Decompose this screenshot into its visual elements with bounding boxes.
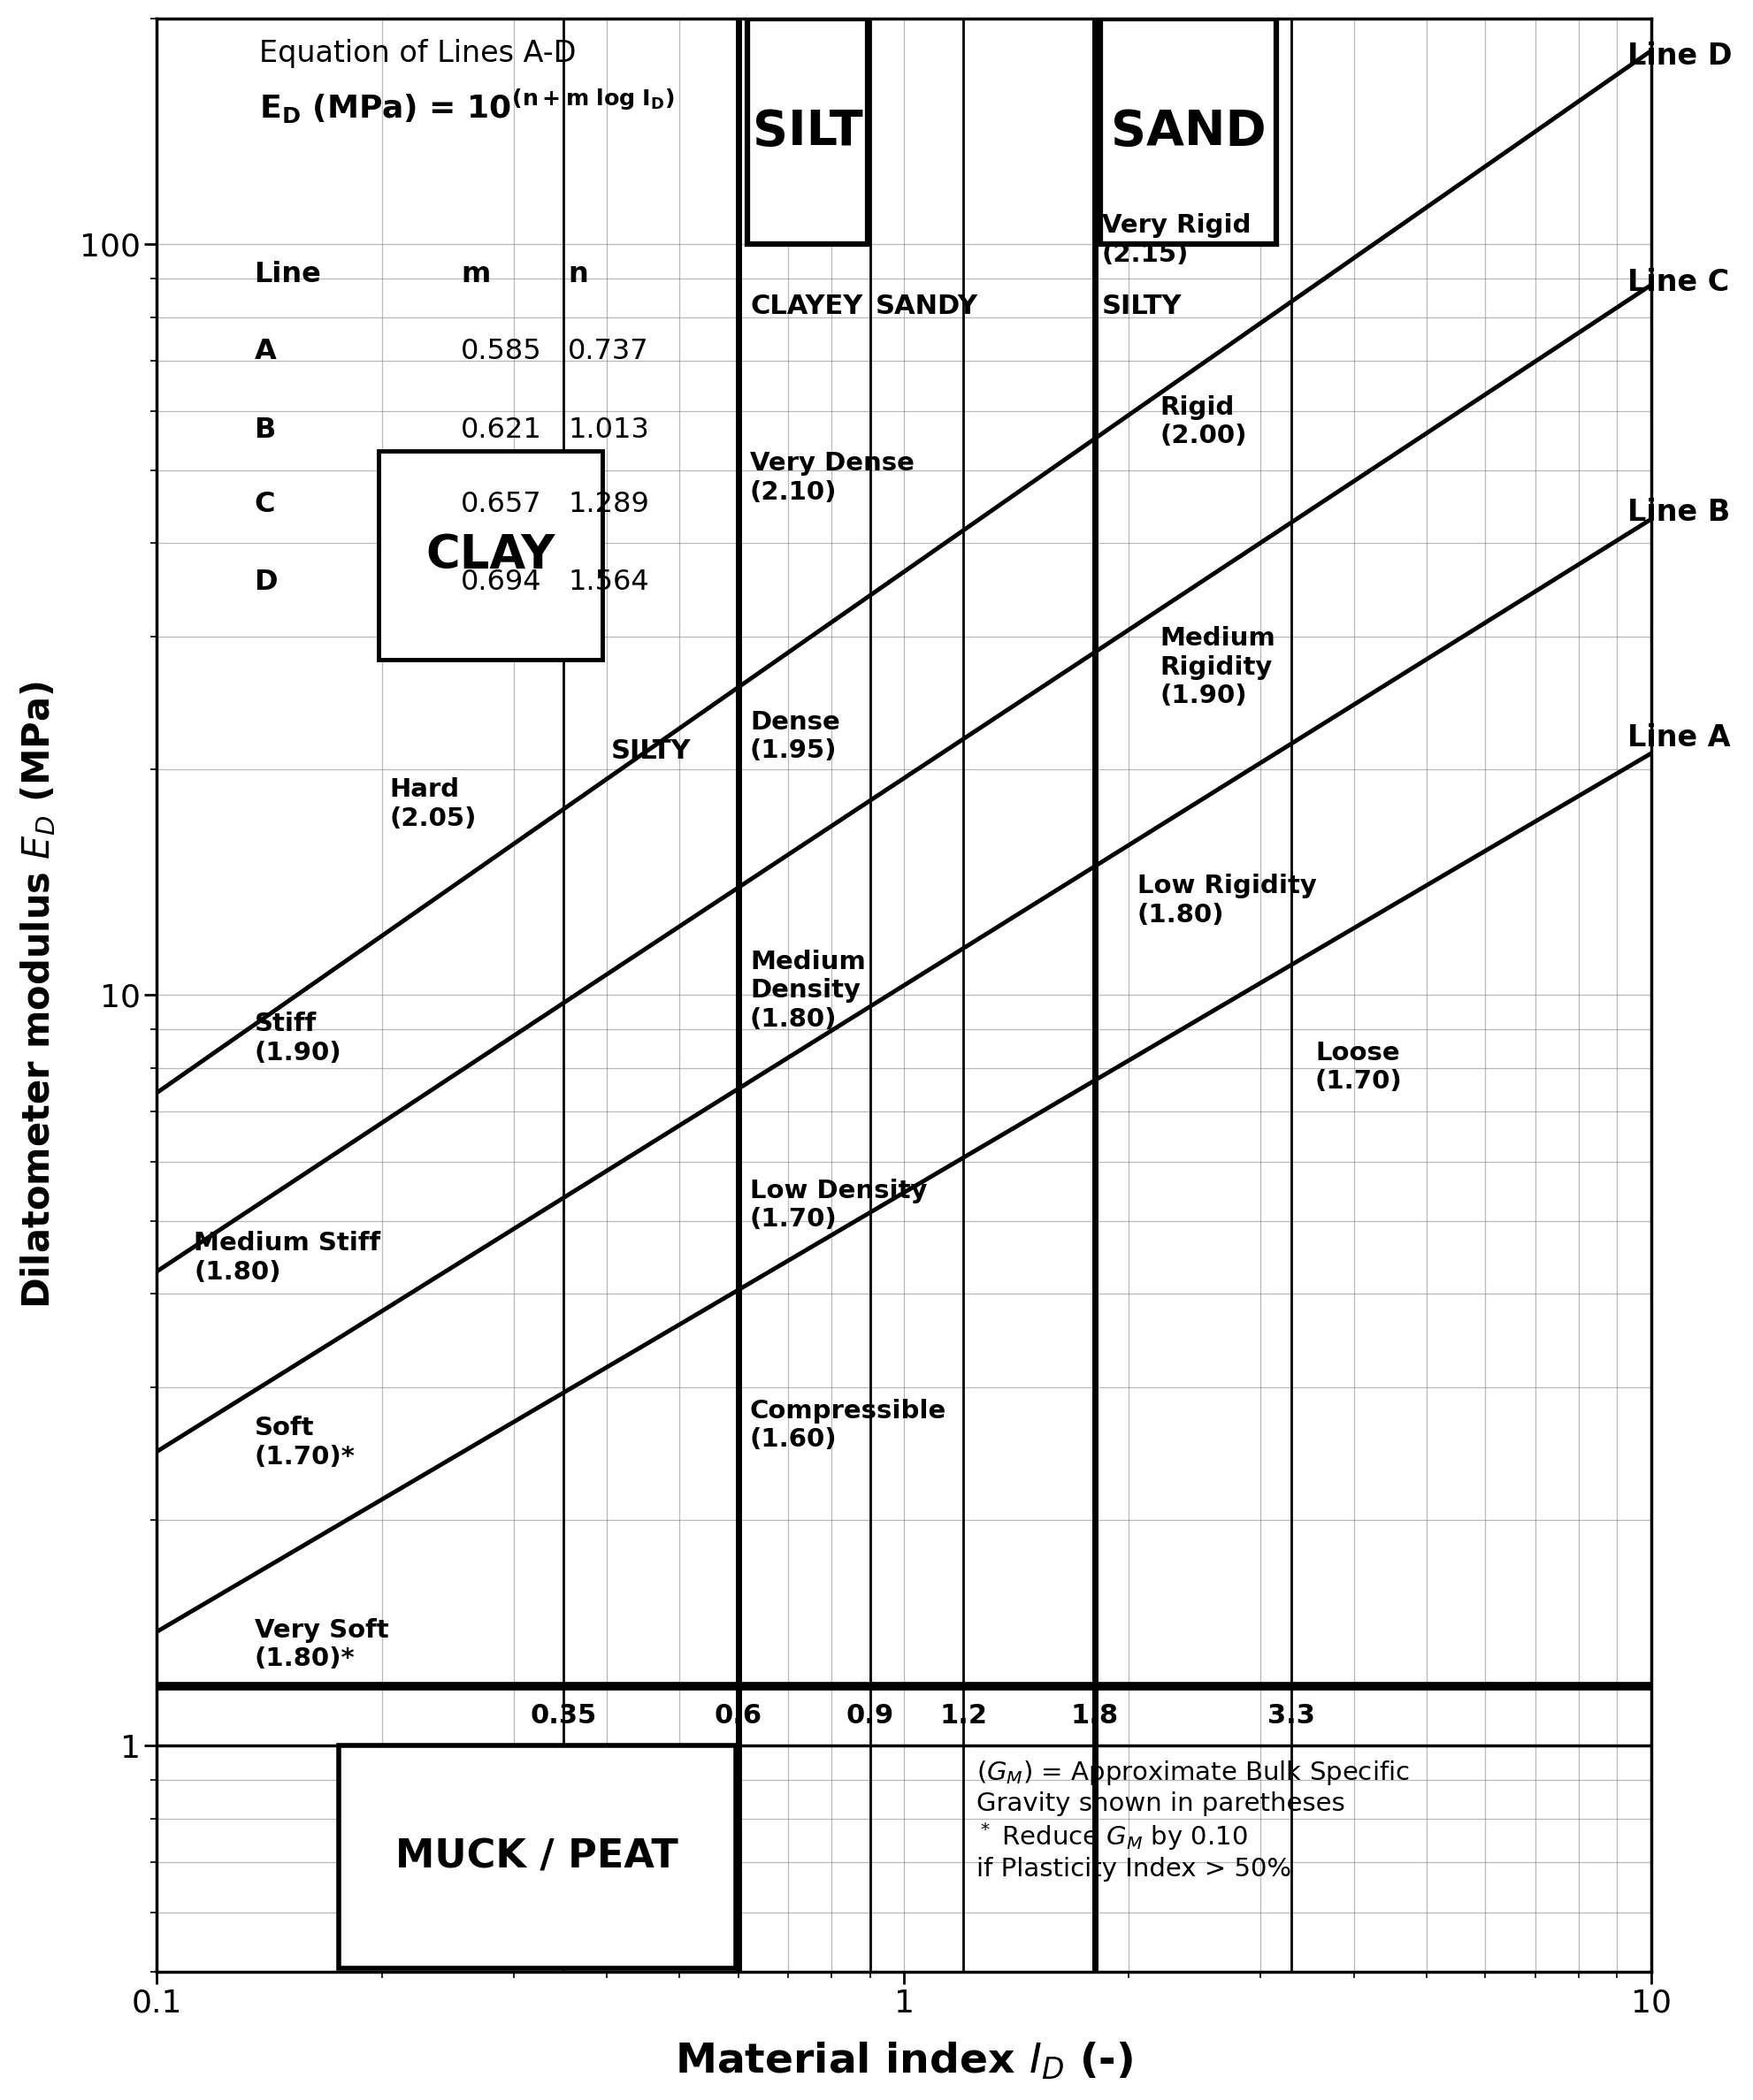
Text: 0.6: 0.6 [715, 1703, 763, 1728]
Text: Line B: Line B [1627, 498, 1730, 527]
Text: Low Density
(1.70): Low Density (1.70) [750, 1178, 927, 1233]
Text: 1.289: 1.289 [568, 491, 649, 519]
Text: Medium
Density
(1.80): Medium Density (1.80) [750, 949, 866, 1031]
Text: $(G_M)$ = Approximate Bulk Specific
Gravity shown in paretheses
$^*$ Reduce $G_M: $(G_M)$ = Approximate Bulk Specific Grav… [976, 1760, 1409, 1882]
Text: B: B [254, 416, 275, 443]
Text: C: C [254, 491, 275, 519]
Text: Hard
(2.05): Hard (2.05) [389, 777, 477, 832]
Text: Line A: Line A [1627, 722, 1730, 752]
Text: A: A [254, 338, 277, 365]
Text: SILTY: SILTY [610, 737, 691, 764]
Text: $\mathbf{E_D}$ (MPa) = $\mathbf{10}^{\mathbf{(n + m\ log\ I_D)}}$: $\mathbf{E_D}$ (MPa) = $\mathbf{10}^{\ma… [259, 86, 675, 126]
Text: m: m [461, 260, 491, 288]
Text: CLAY: CLAY [426, 533, 556, 578]
Text: Rigid
(2.00): Rigid (2.00) [1160, 395, 1246, 449]
Text: Compressible
(1.60): Compressible (1.60) [750, 1399, 947, 1451]
Text: 0.694: 0.694 [461, 569, 542, 596]
Text: Stiff
(1.90): Stiff (1.90) [254, 1012, 342, 1065]
Text: SAND: SAND [1111, 107, 1266, 155]
Text: 0.585: 0.585 [461, 338, 542, 365]
Text: SILT: SILT [752, 107, 862, 155]
Text: Medium
Rigidity
(1.90): Medium Rigidity (1.90) [1160, 626, 1276, 708]
Text: SILTY: SILTY [1103, 294, 1182, 319]
Text: D: D [254, 569, 277, 596]
X-axis label: Material index $\mathit{I_D}$ (-): Material index $\mathit{I_D}$ (-) [675, 2041, 1132, 2081]
Text: Low Rigidity
(1.80): Low Rigidity (1.80) [1138, 874, 1317, 928]
Text: Medium Stiff
(1.80): Medium Stiff (1.80) [195, 1231, 380, 1285]
Text: 0.621: 0.621 [461, 416, 542, 443]
Text: 1.2: 1.2 [940, 1703, 987, 1728]
Text: 0.657: 0.657 [461, 491, 542, 519]
Bar [1101, 19, 1276, 244]
Text: 0.35: 0.35 [529, 1703, 596, 1728]
Text: SANDY: SANDY [875, 294, 978, 319]
Text: n: n [568, 260, 589, 288]
Text: 3.3: 3.3 [1267, 1703, 1315, 1728]
Text: Loose
(1.70): Loose (1.70) [1315, 1040, 1402, 1094]
Bar [747, 19, 868, 244]
Text: Equation of Lines A-D: Equation of Lines A-D [259, 38, 577, 67]
Text: 0.737: 0.737 [568, 338, 649, 365]
Text: Very Soft
(1.80)*: Very Soft (1.80)* [254, 1617, 389, 1672]
Text: 0.9: 0.9 [847, 1703, 894, 1728]
Text: Very Dense
(2.10): Very Dense (2.10) [750, 452, 915, 504]
Bar [379, 452, 603, 659]
Text: Very Rigid
(2.15): Very Rigid (2.15) [1103, 214, 1252, 267]
Bar [338, 1745, 736, 1968]
Text: 1.564: 1.564 [568, 569, 649, 596]
Text: Line C: Line C [1627, 269, 1730, 296]
Text: Line D: Line D [1627, 42, 1732, 71]
Text: 1.013: 1.013 [568, 416, 649, 443]
Y-axis label: Dilatometer modulus $\mathit{E_D}$ (MPa): Dilatometer modulus $\mathit{E_D}$ (MPa) [19, 680, 58, 1308]
Text: CLAYEY: CLAYEY [750, 294, 862, 319]
Text: Line: Line [254, 260, 321, 288]
Text: MUCK / PEAT: MUCK / PEAT [396, 1838, 678, 1875]
Text: Dense
(1.95): Dense (1.95) [750, 710, 840, 762]
Text: Soft
(1.70)*: Soft (1.70)* [254, 1415, 356, 1470]
Text: 1.8: 1.8 [1071, 1703, 1118, 1728]
